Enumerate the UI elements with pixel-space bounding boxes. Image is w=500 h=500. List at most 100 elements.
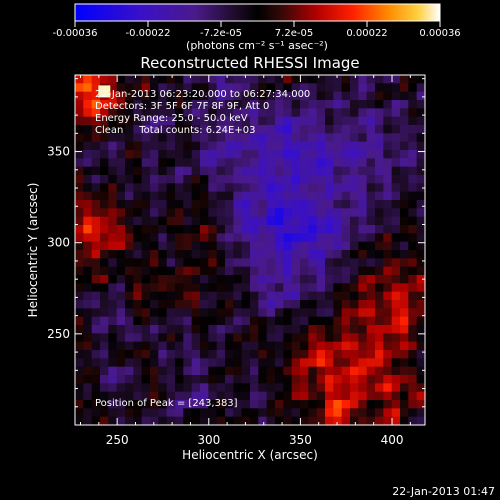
heatmap-cell (75, 383, 84, 393)
heatmap-cell (391, 91, 401, 101)
heatmap-cell (358, 175, 368, 184)
heatmap-cell (391, 258, 401, 268)
heatmap-cell (91, 408, 101, 418)
heatmap-cell (250, 166, 259, 176)
heatmap-cell (383, 200, 393, 209)
heatmap-cell (283, 400, 293, 409)
heatmap-cell (316, 333, 326, 343)
heatmap-cell (125, 283, 134, 293)
heatmap-cell (325, 141, 334, 151)
plot-frame (74, 74, 426, 426)
heatmap-cell (175, 358, 184, 368)
heatmap-cell (366, 408, 376, 418)
heatmap-cell (358, 350, 368, 359)
heatmap-cell (383, 225, 393, 234)
heatmap-cell (291, 383, 301, 393)
heatmap-cell (308, 200, 318, 209)
heatmap-cell (158, 141, 168, 151)
heatmap-cell (116, 341, 126, 351)
heatmap-cell (375, 283, 384, 293)
heatmap-cell (83, 283, 93, 293)
heatmap-cell (191, 250, 201, 259)
heatmap-cell (350, 300, 359, 309)
heatmap-cell (108, 333, 118, 343)
heatmap-cell (266, 208, 276, 218)
heatmap-cell (158, 275, 168, 284)
heatmap-cell (125, 158, 134, 168)
heatmap-cell (333, 250, 343, 259)
heatmap-cell (400, 91, 409, 101)
heatmap-cell (375, 191, 384, 201)
heatmap-cell (350, 266, 359, 276)
heatmap-cell (333, 141, 343, 151)
heatmap-cell (225, 133, 234, 143)
heatmap-cell (291, 300, 301, 309)
heatmap-cell (375, 250, 384, 259)
heatmap-cell (275, 325, 284, 334)
heatmap-cell (383, 350, 393, 359)
x-tick-label: 400 (381, 433, 404, 447)
heatmap-cell (75, 150, 84, 159)
heatmap-cell (350, 208, 359, 218)
heatmap-cell (191, 366, 201, 376)
heatmap-cell (316, 150, 326, 159)
heatmap-cell (175, 183, 184, 193)
heatmap-cell (158, 191, 168, 201)
heatmap-cell (116, 300, 126, 309)
heatmap-cell (391, 125, 401, 134)
heatmap-cell (266, 191, 276, 201)
heatmap-cell (133, 108, 143, 118)
heatmap-cell (100, 150, 109, 159)
heatmap-cell (283, 366, 293, 376)
heatmap-cell (358, 283, 368, 293)
heatmap-cell (233, 175, 243, 184)
heatmap-cell (208, 325, 218, 334)
heatmap-cell (308, 358, 318, 368)
heatmap-cell (283, 325, 293, 334)
heatmap-cell (300, 175, 309, 184)
heatmap-cell (191, 241, 201, 251)
heatmap-cell (108, 400, 118, 409)
heatmap-cell (358, 166, 368, 176)
heatmap-cell (150, 91, 159, 101)
heatmap-cell (141, 375, 151, 384)
heatmap-cell (400, 341, 409, 351)
heatmap-cell (216, 325, 226, 334)
heatmap-cell (375, 366, 384, 376)
heatmap-cell (150, 300, 159, 309)
heatmap-cell (400, 166, 409, 176)
heatmap-cell (408, 116, 418, 126)
heatmap-cell (333, 391, 343, 401)
heatmap-cell (83, 200, 93, 209)
heatmap-cell (233, 75, 243, 84)
heatmap-cell (216, 183, 226, 193)
heatmap-cell (341, 358, 351, 368)
heatmap-cell (250, 183, 259, 193)
heatmap-cell (275, 400, 284, 409)
heatmap-cell (391, 75, 401, 84)
heatmap-cell (258, 241, 268, 251)
heatmap-cell (75, 91, 84, 101)
heatmap-cell (166, 175, 176, 184)
heatmap-cell (183, 400, 193, 409)
heatmap-cell (291, 333, 301, 343)
heatmap-cell (258, 233, 268, 243)
heatmap-cell (150, 250, 159, 259)
heatmap-cell (175, 141, 184, 151)
heatmap-cell (366, 333, 376, 343)
heatmap-cell (141, 250, 151, 259)
heatmap-cell (325, 208, 334, 218)
heatmap-cell (100, 225, 109, 234)
heatmap-cell (175, 258, 184, 268)
heatmap-cell (241, 166, 251, 176)
heatmap-cell (283, 158, 293, 168)
heatmap-cell (141, 241, 151, 251)
heatmap-cell (316, 241, 326, 251)
heatmap-cell (166, 291, 176, 301)
heatmap-cell (83, 166, 93, 176)
heatmap-cell (358, 91, 368, 101)
heatmap-cell (125, 91, 134, 101)
colorbar-tick-label: 7.2e-05 (275, 28, 313, 39)
heatmap-cell (400, 175, 409, 184)
heatmap-cell (275, 208, 284, 218)
